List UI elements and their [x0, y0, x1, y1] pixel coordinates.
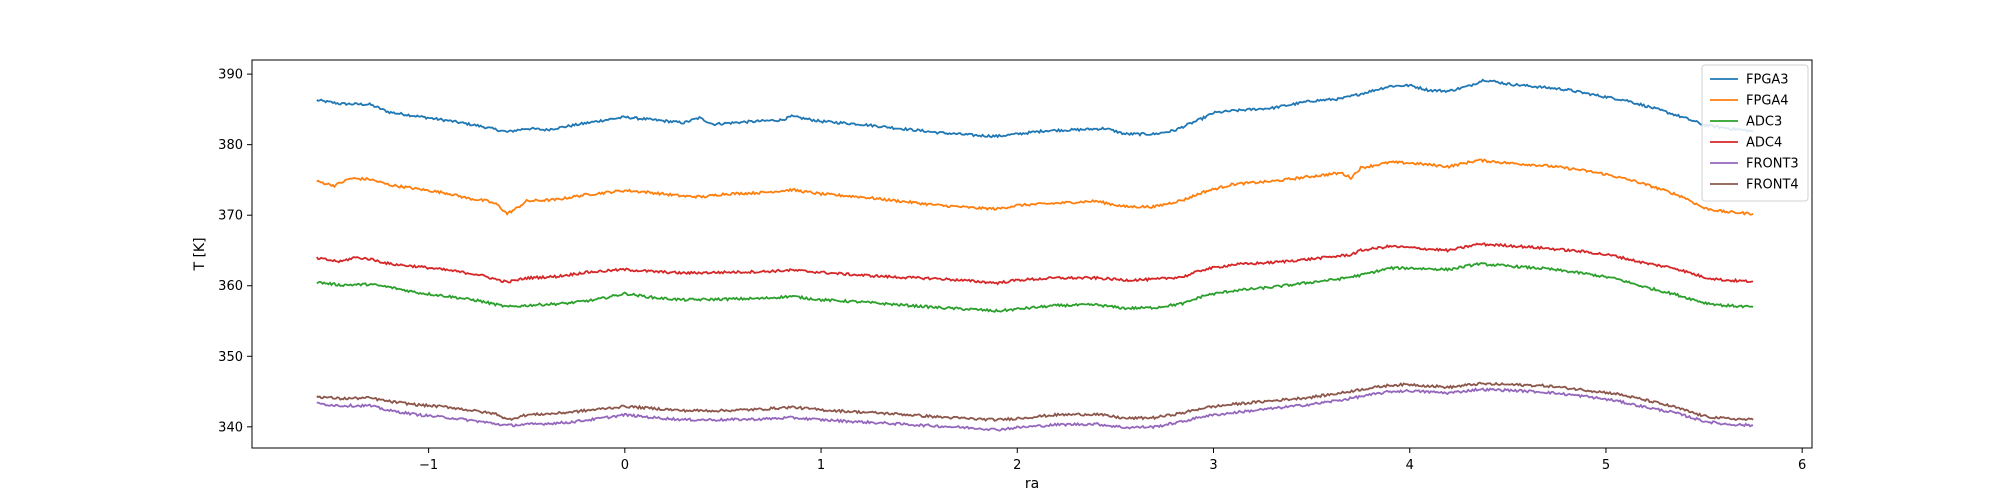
y-tick-label: 360 [218, 279, 243, 294]
legend-entry-label: FPGA3 [1746, 73, 1789, 88]
series-line-front4 [316, 381, 1754, 422]
legend-entry-label: ADC3 [1746, 115, 1782, 130]
series-line-fpga4 [316, 158, 1754, 216]
y-tick-label: 370 [218, 209, 243, 224]
x-axis-ticks: −1 0 1 2 3 4 5 6 [419, 448, 1806, 473]
legend: FPGA3 FPGA4 ADC3 ADC4 FRONT3 FRONT4 [1701, 64, 1809, 202]
x-tick-label: 2 [1013, 458, 1021, 473]
x-tick-label: 1 [817, 458, 825, 473]
y-tick-label: 350 [218, 350, 243, 365]
y-tick-label: 340 [218, 420, 243, 435]
legend-entry-label: FPGA4 [1746, 94, 1789, 109]
y-tick-label: 380 [218, 138, 243, 153]
series-line-adc3 [316, 261, 1754, 313]
series-line-fpga3 [316, 78, 1754, 139]
x-tick-label: −1 [419, 458, 438, 473]
legend-entry-label: FRONT4 [1746, 178, 1799, 193]
x-tick-label: 6 [1798, 458, 1806, 473]
y-tick-label: 390 [218, 68, 243, 83]
x-tick-label: 4 [1406, 458, 1414, 473]
series-line-front3 [316, 387, 1754, 432]
plot-lines [316, 78, 1754, 432]
axes-frame [251, 59, 1813, 449]
legend-entry-label: ADC4 [1746, 136, 1782, 151]
y-axis-ticks: 340 350 360 370 380 390 [218, 68, 252, 435]
y-axis-label: T [K] [192, 237, 208, 271]
x-tick-label: 3 [1209, 458, 1217, 473]
legend-entry-label: FRONT3 [1746, 157, 1799, 172]
legend-box [1701, 64, 1809, 202]
x-axis-label: ra [1025, 476, 1039, 492]
x-tick-label: 0 [621, 458, 629, 473]
series-line-adc4 [316, 242, 1754, 286]
x-tick-label: 5 [1602, 458, 1610, 473]
